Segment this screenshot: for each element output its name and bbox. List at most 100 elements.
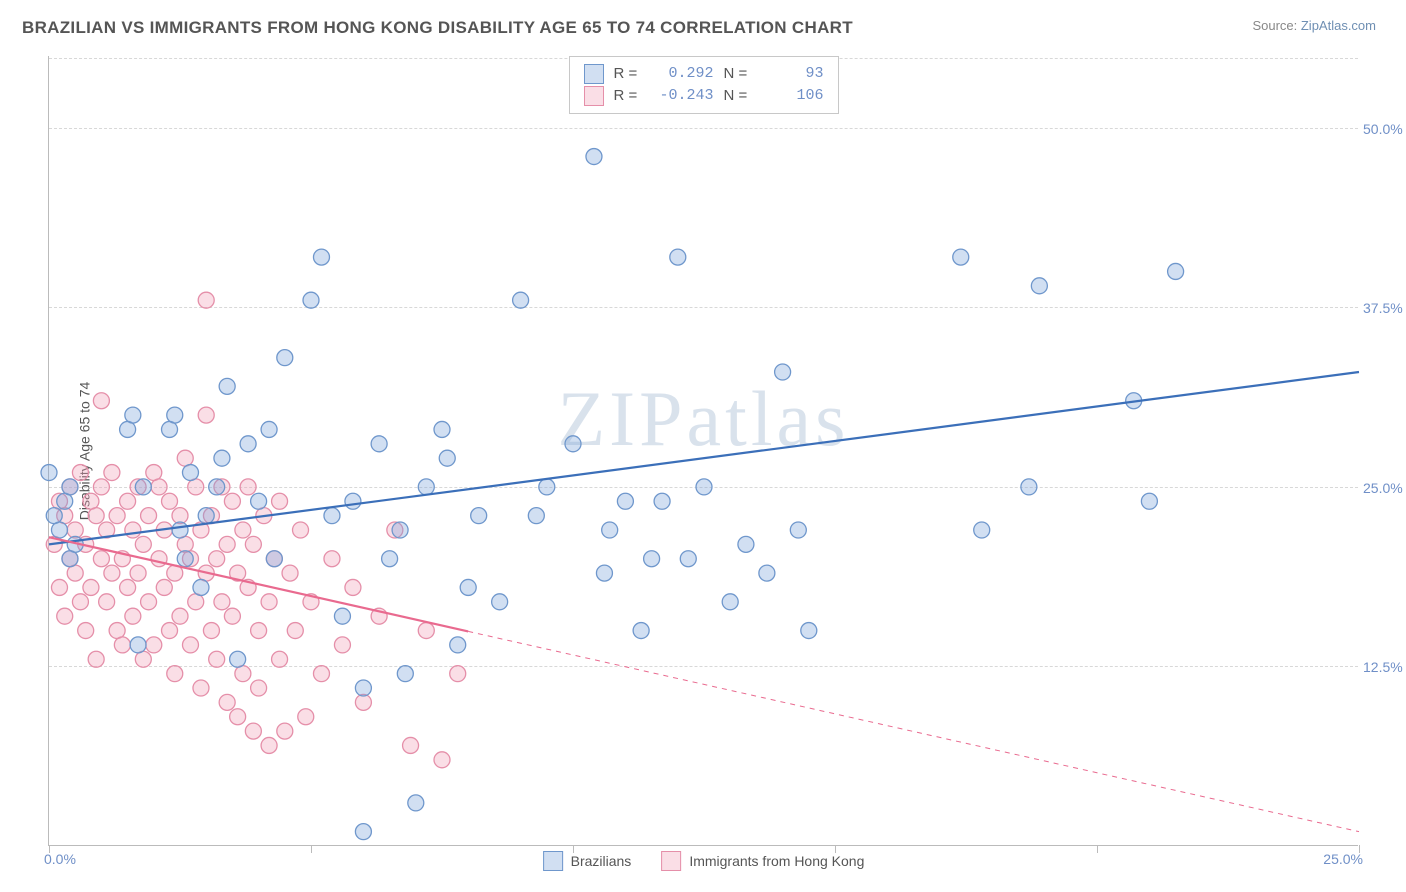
trend-line-brazilians <box>49 372 1359 544</box>
data-point-hongkong <box>177 450 193 466</box>
data-point-hongkong <box>182 637 198 653</box>
x-axis-max-label: 25.0% <box>1323 851 1363 867</box>
legend-swatch-2 <box>584 86 604 106</box>
data-point-hongkong <box>450 666 466 682</box>
data-point-brazilians <box>313 249 329 265</box>
data-point-brazilians <box>397 666 413 682</box>
data-point-hongkong <box>434 752 450 768</box>
data-point-hongkong <box>88 508 104 524</box>
data-point-hongkong <box>418 623 434 639</box>
data-point-hongkong <box>251 680 267 696</box>
data-point-brazilians <box>230 651 246 667</box>
data-point-hongkong <box>198 407 214 423</box>
x-axis-min-label: 0.0% <box>44 851 76 867</box>
data-point-hongkong <box>67 522 83 538</box>
data-point-brazilians <box>392 522 408 538</box>
data-point-brazilians <box>193 579 209 595</box>
data-point-hongkong <box>146 637 162 653</box>
data-point-brazilians <box>345 493 361 509</box>
data-point-brazilians <box>670 249 686 265</box>
data-point-brazilians <box>251 493 267 509</box>
data-point-brazilians <box>602 522 618 538</box>
source-attribution: Source: ZipAtlas.com <box>1252 18 1376 33</box>
data-point-brazilians <box>801 623 817 639</box>
data-point-hongkong <box>224 608 240 624</box>
data-point-brazilians <box>439 450 455 466</box>
data-point-brazilians <box>434 421 450 437</box>
data-point-brazilians <box>51 522 67 538</box>
data-point-hongkong <box>188 594 204 610</box>
data-point-hongkong <box>235 666 251 682</box>
data-point-brazilians <box>759 565 775 581</box>
data-point-brazilians <box>539 479 555 495</box>
data-point-brazilians <box>953 249 969 265</box>
data-point-brazilians <box>654 493 670 509</box>
data-point-brazilians <box>219 378 235 394</box>
data-point-hongkong <box>172 508 188 524</box>
data-point-hongkong <box>345 579 361 595</box>
data-point-hongkong <box>78 623 94 639</box>
scatter-plot-svg <box>49 56 1358 845</box>
data-point-brazilians <box>617 493 633 509</box>
data-point-brazilians <box>1031 278 1047 294</box>
data-point-hongkong <box>203 623 219 639</box>
data-point-hongkong <box>67 565 83 581</box>
data-point-brazilians <box>303 292 319 308</box>
data-point-brazilians <box>513 292 529 308</box>
x-tick <box>311 845 312 853</box>
y-tick-label: 25.0% <box>1363 480 1406 496</box>
data-point-brazilians <box>596 565 612 581</box>
data-point-brazilians <box>182 465 198 481</box>
data-point-hongkong <box>120 579 136 595</box>
data-point-hongkong <box>167 666 183 682</box>
data-point-brazilians <box>471 508 487 524</box>
data-point-brazilians <box>565 436 581 452</box>
data-point-hongkong <box>99 594 115 610</box>
trend-line-hongkong <box>49 537 468 631</box>
data-point-brazilians <box>722 594 738 610</box>
data-point-hongkong <box>209 551 225 567</box>
data-point-brazilians <box>492 594 508 610</box>
data-point-hongkong <box>141 594 157 610</box>
data-point-hongkong <box>261 737 277 753</box>
y-tick-label: 37.5% <box>1363 300 1406 316</box>
data-point-hongkong <box>88 651 104 667</box>
legend-item-1: Brazilians <box>543 851 632 871</box>
data-point-brazilians <box>261 421 277 437</box>
data-point-hongkong <box>209 651 225 667</box>
data-point-hongkong <box>272 493 288 509</box>
data-point-hongkong <box>293 522 309 538</box>
data-point-hongkong <box>219 536 235 552</box>
data-point-brazilians <box>240 436 256 452</box>
data-point-hongkong <box>72 465 88 481</box>
data-point-hongkong <box>93 479 109 495</box>
data-point-hongkong <box>198 292 214 308</box>
data-point-brazilians <box>57 493 73 509</box>
data-point-hongkong <box>146 465 162 481</box>
data-point-hongkong <box>287 623 303 639</box>
data-point-hongkong <box>245 536 261 552</box>
data-point-hongkong <box>104 565 120 581</box>
data-point-hongkong <box>109 508 125 524</box>
data-point-brazilians <box>62 551 78 567</box>
trend-line-dashed-hongkong <box>468 631 1359 831</box>
legend-swatch-1 <box>584 64 604 84</box>
data-point-hongkong <box>240 479 256 495</box>
data-point-brazilians <box>324 508 340 524</box>
data-point-hongkong <box>355 694 371 710</box>
data-point-hongkong <box>151 479 167 495</box>
data-point-hongkong <box>120 493 136 509</box>
data-point-hongkong <box>104 465 120 481</box>
source-link[interactable]: ZipAtlas.com <box>1301 18 1376 33</box>
data-point-hongkong <box>261 594 277 610</box>
data-point-brazilians <box>355 824 371 840</box>
data-point-brazilians <box>775 364 791 380</box>
data-point-hongkong <box>403 737 419 753</box>
data-point-brazilians <box>120 421 136 437</box>
x-tick <box>1097 845 1098 853</box>
x-tick <box>835 845 836 853</box>
data-point-brazilians <box>1141 493 1157 509</box>
data-point-brazilians <box>738 536 754 552</box>
data-point-hongkong <box>177 536 193 552</box>
legend-swatch-brazilians <box>543 851 563 871</box>
